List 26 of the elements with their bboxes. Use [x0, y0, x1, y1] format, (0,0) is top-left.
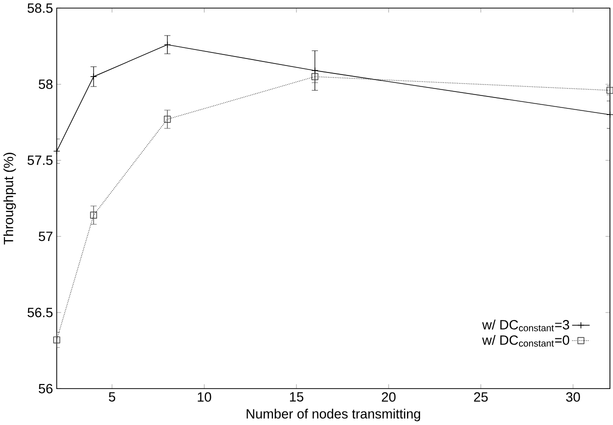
- x-tick-label: 15: [290, 392, 304, 402]
- point: [311, 67, 318, 74]
- y-tick-label: 56.5: [28, 308, 53, 318]
- y-tick-label: 57.5: [28, 156, 53, 166]
- point: [90, 73, 98, 80]
- point: [164, 116, 171, 123]
- x-tick-label: 25: [474, 392, 488, 402]
- y-tick-label: 58.5: [28, 4, 53, 14]
- x-tick-label: 10: [198, 392, 212, 402]
- point: [90, 212, 98, 219]
- legend-label: w/ DC$_{constant}$=3: [482, 320, 570, 332]
- x-tick-label: 30: [566, 392, 580, 402]
- point: [606, 111, 613, 118]
- y-tick-label: 58: [38, 80, 52, 90]
- point: [606, 87, 613, 94]
- x-tick-label: 5: [108, 392, 116, 402]
- point: [53, 148, 60, 155]
- point: [311, 73, 318, 80]
- y-axis-title: Throughput (%): [3, 152, 16, 245]
- point: [53, 336, 60, 344]
- y-tick-label: 56: [38, 384, 52, 394]
- point: [164, 41, 171, 48]
- x-axis-title: Number of nodes transmitting: [246, 408, 420, 422]
- y-tick-label: 57: [38, 232, 52, 242]
- x-tick-label: 20: [382, 392, 396, 402]
- legend-label: w/ DC$_{constant}$=0: [482, 335, 570, 347]
